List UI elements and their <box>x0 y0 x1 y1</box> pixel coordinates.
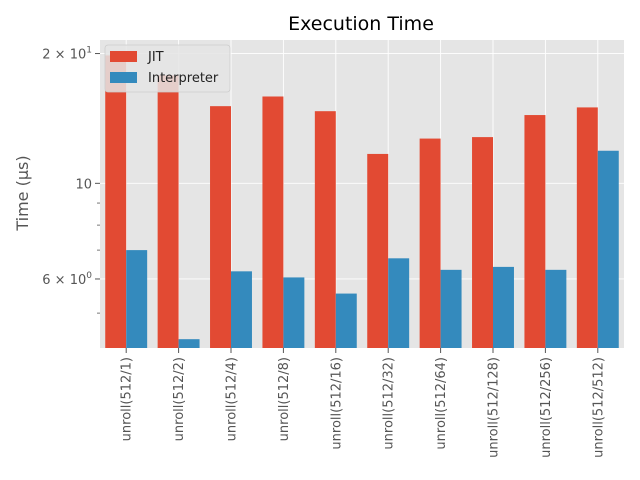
x-tick-label: unroll(512/4) <box>225 357 240 441</box>
y-tick-label: 2 × 101 <box>42 46 92 63</box>
bar-jit-7 <box>472 137 493 348</box>
legend-label-interpreter: Interpreter <box>148 71 219 86</box>
legend: JIT Interpreter <box>104 44 231 93</box>
bar-jit-3 <box>262 96 284 348</box>
bar-jit-0 <box>105 55 127 348</box>
x-axis: unroll(512/1) unroll(512/2) unroll(512/4) u… <box>120 348 606 458</box>
bar-interpreter-8 <box>545 269 567 348</box>
legend-swatch-interpreter <box>110 72 137 83</box>
y-axis-label: Time (µs) <box>13 155 32 231</box>
x-tick-label: unroll(512/32) <box>382 357 397 450</box>
x-tick-label: unroll(512/16) <box>329 357 344 450</box>
bar-interpreter-7 <box>493 266 514 348</box>
x-tick-label: unroll(512/1) <box>120 357 135 441</box>
y-axis: 6 × 100 10 2 × 101 <box>42 46 100 314</box>
bar-interpreter-0 <box>126 250 148 348</box>
x-tick-label: unroll(512/2) <box>172 357 187 441</box>
bar-jit-6 <box>419 138 441 348</box>
bar-interpreter-1 <box>178 339 200 348</box>
bar-jit-2 <box>210 106 231 349</box>
y-tick-label: 6 × 100 <box>42 271 92 288</box>
x-tick-label: unroll(512/8) <box>277 357 292 441</box>
bar-interpreter-4 <box>335 293 357 348</box>
bar-interpreter-3 <box>283 277 305 348</box>
bar-jit-8 <box>524 115 546 348</box>
bar-interpreter-6 <box>440 269 462 348</box>
bars <box>105 55 619 349</box>
x-tick-label: unroll(512/512) <box>591 357 606 458</box>
bar-jit-9 <box>576 107 598 348</box>
bar-interpreter-5 <box>388 258 410 348</box>
x-tick-label: unroll(512/64) <box>434 357 449 450</box>
bar-jit-1 <box>157 75 179 348</box>
bar-interpreter-9 <box>597 150 619 348</box>
x-tick-label: unroll(512/256) <box>539 357 554 458</box>
bar-jit-4 <box>314 111 336 349</box>
chart-title: Execution Time <box>288 13 434 35</box>
legend-swatch-jit <box>110 51 137 62</box>
bar-jit-5 <box>367 153 389 348</box>
x-tick-label: unroll(512/128) <box>487 357 502 458</box>
bar-interpreter-2 <box>231 271 252 348</box>
legend-label-jit: JIT <box>147 50 164 65</box>
y-tick-label: 10 <box>75 177 92 192</box>
